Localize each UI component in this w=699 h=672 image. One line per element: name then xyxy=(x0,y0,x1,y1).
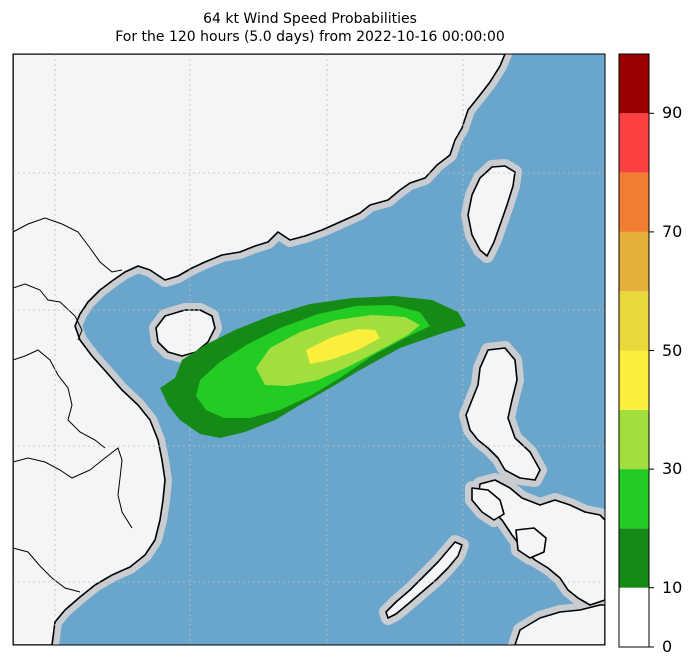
colorbar-segment xyxy=(619,587,649,647)
colorbar-segment xyxy=(619,469,649,529)
taiwan-island xyxy=(467,165,516,257)
colorbar-segment xyxy=(619,172,649,232)
palawan-island xyxy=(385,541,463,619)
mindoro-island xyxy=(471,487,505,521)
mainland-coast xyxy=(13,54,506,645)
colorbar-tick-label: 70 xyxy=(662,221,683,241)
panay-island xyxy=(515,527,547,559)
colorbar-tick-label: 10 xyxy=(662,577,683,597)
colorbar-tick-label: 50 xyxy=(662,340,683,360)
colorbar-segment xyxy=(619,528,649,588)
probability-contours xyxy=(160,296,466,438)
land-masses xyxy=(13,54,605,645)
mindanao-island xyxy=(514,604,605,645)
colorbar-segment xyxy=(619,231,649,292)
colorbar-segment xyxy=(619,54,649,114)
country-borders xyxy=(13,217,133,593)
chart-subtitle: For the 120 hours (5.0 days) from 2022-1… xyxy=(115,29,505,45)
colorbar-segment xyxy=(619,113,649,173)
colorbar xyxy=(618,53,654,648)
colorbar-segment xyxy=(619,350,649,410)
colorbar-tick-label: 0 xyxy=(662,637,673,656)
contour-30-40 xyxy=(306,329,380,364)
colorbar-tick-label: 90 xyxy=(662,103,683,123)
colorbar-tick-label: 30 xyxy=(662,459,683,479)
chart-title: 64 kt Wind Speed Probabilities xyxy=(203,11,417,27)
map-frame xyxy=(12,53,606,646)
colorbar-segment xyxy=(619,409,649,470)
luzon-island xyxy=(465,347,541,481)
colorbar-segment xyxy=(619,291,649,351)
